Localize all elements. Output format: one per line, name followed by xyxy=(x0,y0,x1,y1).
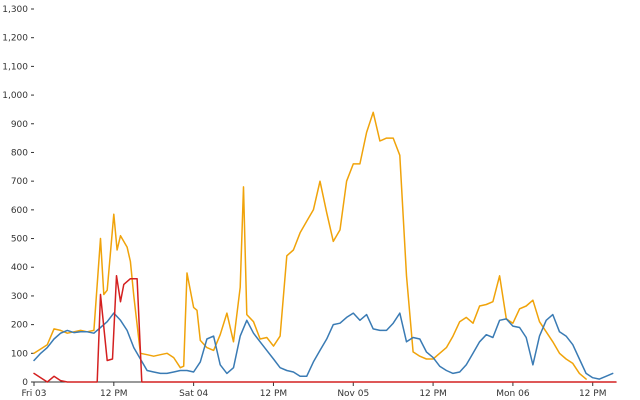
y-tick-label: 300 xyxy=(11,292,28,302)
y-tick-label: 800 xyxy=(11,148,28,158)
y-tick-label: 900 xyxy=(11,120,28,130)
y-tick-label: 1,000 xyxy=(2,91,28,101)
y-tick-label: 400 xyxy=(11,263,28,273)
series-line-1 xyxy=(33,111,587,380)
y-tick-label: 1,300 xyxy=(2,5,28,15)
series-line-2 xyxy=(33,312,614,380)
x-tick-label: 12 PM xyxy=(579,389,607,399)
x-tick-label: Nov 05 xyxy=(337,389,369,399)
plot-area xyxy=(33,111,617,383)
y-tick-label: 1,100 xyxy=(2,62,28,72)
x-tick-label: 12 PM xyxy=(260,389,288,399)
y-tick-label: 1,200 xyxy=(2,34,28,44)
y-tick-label: 100 xyxy=(11,349,28,359)
x-tick-label: Sat 04 xyxy=(179,389,208,399)
x-axis: Fri 03 12 PM Sat 04 12 PM Nov 05 12 PM Mon 06 1… xyxy=(21,381,616,399)
x-tick-label: Mon 06 xyxy=(496,389,530,399)
y-tick-label: 700 xyxy=(11,177,28,187)
x-tick-label: 12 PM xyxy=(100,389,128,399)
y-tick-label: 500 xyxy=(11,235,28,245)
x-tick-label: Fri 03 xyxy=(21,389,46,399)
y-tick-label: 0 xyxy=(22,378,28,388)
y-axis: 0 100 200 300 400 500 600 700 800 900 1,000 1,100 1,… xyxy=(2,5,34,388)
y-tick-label: 600 xyxy=(11,206,28,216)
series-line-3 xyxy=(33,275,617,383)
x-tick-label: 12 PM xyxy=(419,389,447,399)
y-tick-label: 200 xyxy=(11,321,28,331)
